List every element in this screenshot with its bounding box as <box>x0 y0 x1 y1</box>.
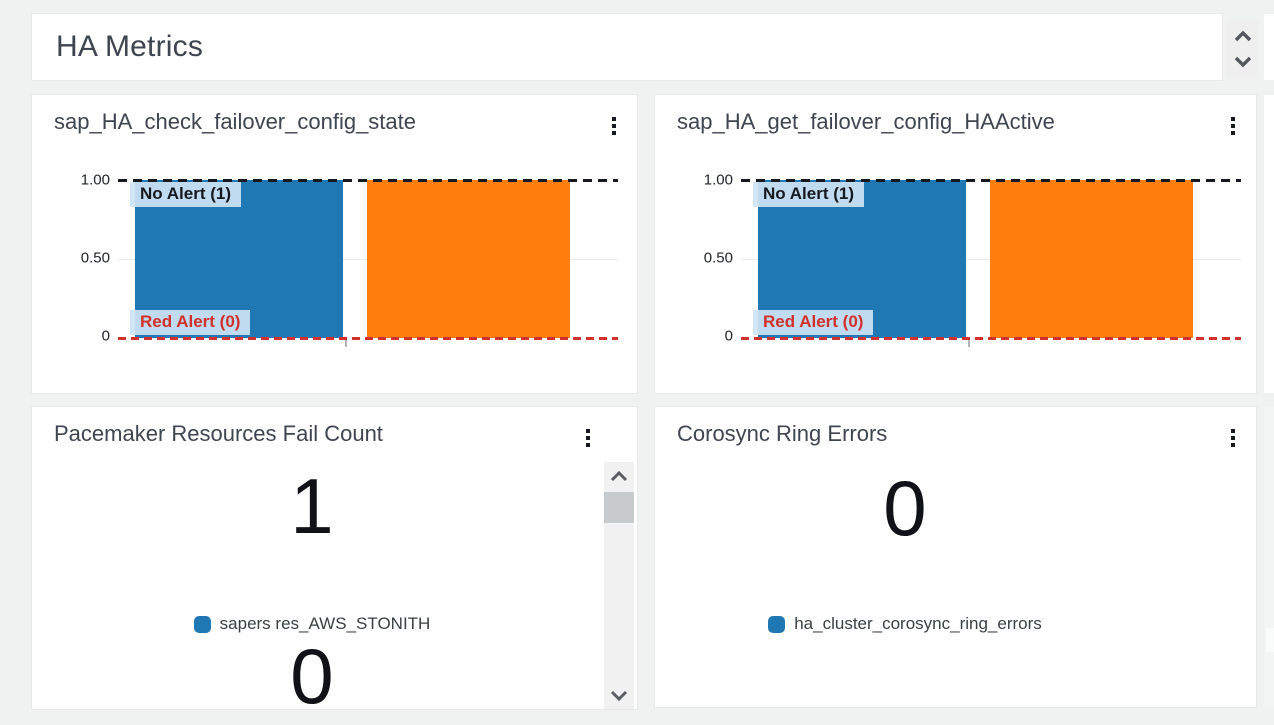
threshold-line-no-alert <box>741 179 1241 182</box>
widget-sap-ha-get-failover-config-haactive: sap_HA_get_failover_config_HAActive 1.00… <box>655 95 1256 393</box>
dashboard-header: HA Metrics <box>32 14 1222 80</box>
y-axis-tick: 0 <box>724 327 733 345</box>
scrollbar-thumb[interactable] <box>604 492 634 523</box>
legend-label: sapers res_AWS_STONITH <box>219 614 431 633</box>
widget-title: sap_HA_get_failover_config_HAActive <box>677 109 1055 134</box>
widget-header: sap_HA_get_failover_config_HAActive <box>677 109 1238 139</box>
threshold-line-red-alert <box>118 337 618 340</box>
x-axis-tick <box>968 340 970 347</box>
threshold-line-red-alert <box>741 337 1241 340</box>
kebab-menu-icon[interactable] <box>583 425 593 451</box>
legend-label: ha_cluster_corosync_ring_errors <box>794 614 1042 633</box>
annotation-red-alert: Red Alert (0) <box>130 310 251 335</box>
kebab-menu-icon[interactable] <box>1228 113 1238 139</box>
bar-series-orange <box>367 180 570 338</box>
legend-marker-icon <box>768 615 786 633</box>
metric-value-primary: 0 <box>655 469 1155 547</box>
metric-legend: ha_cluster_corosync_ring_errors <box>655 614 1155 634</box>
widget-sap-ha-check-failover-config-state: sap_HA_check_failover_config_state 1.00 … <box>32 95 637 393</box>
annotation-no-alert: No Alert (1) <box>753 182 864 207</box>
widget-corosync-ring-errors: Corosync Ring Errors 0 ha_cluster_corosy… <box>655 407 1256 707</box>
chevron-up-icon[interactable] <box>1231 29 1255 45</box>
annotation-red-alert: Red Alert (0) <box>753 310 874 335</box>
kebab-menu-icon[interactable] <box>609 113 619 139</box>
partial-widget-edge <box>1264 407 1274 707</box>
page-scroll-stepper <box>1226 20 1259 78</box>
y-axis-tick: 0 <box>101 327 110 345</box>
widget-header: sap_HA_check_failover_config_state <box>54 109 619 139</box>
metric-value: 0 <box>290 632 334 709</box>
metric-value: 1 <box>290 462 334 550</box>
y-axis-tick: 1.00 <box>80 171 110 189</box>
metric-legend: sapers res_AWS_STONITH <box>32 614 592 634</box>
threshold-line-no-alert <box>118 179 618 182</box>
metric-value-secondary: 0 <box>32 637 592 709</box>
widget-header: Corosync Ring Errors <box>677 421 1238 451</box>
chart-plot-area: No Alert (1) Red Alert (0) <box>741 179 1241 347</box>
legend-marker-icon <box>193 615 211 633</box>
annotation-no-alert: No Alert (1) <box>130 182 241 207</box>
widget-pacemaker-resources-fail-count: Pacemaker Resources Fail Count 1 sapers … <box>32 407 637 709</box>
x-axis-tick <box>345 340 347 347</box>
kebab-menu-icon[interactable] <box>1228 425 1238 451</box>
widget-title: sap_HA_check_failover_config_state <box>54 109 417 134</box>
metric-value-primary: 1 <box>32 467 592 545</box>
metric-value: 0 <box>883 464 927 552</box>
widget-header: Pacemaker Resources Fail Count <box>54 421 593 451</box>
partial-widget-edge <box>1264 14 1274 80</box>
partial-widget-edge <box>1266 628 1274 652</box>
chart-plot-area: No Alert (1) Red Alert (0) <box>118 179 618 347</box>
widget-scrollbar[interactable] <box>604 462 634 709</box>
chevron-down-icon[interactable] <box>604 683 634 707</box>
chevron-down-icon[interactable] <box>1231 54 1255 70</box>
y-axis-tick: 0.50 <box>703 249 733 267</box>
partial-widget-edge <box>1264 95 1274 393</box>
y-axis-tick: 0.50 <box>80 249 110 267</box>
chevron-up-icon[interactable] <box>604 464 634 488</box>
widget-title: Pacemaker Resources Fail Count <box>54 421 383 446</box>
page-title: HA Metrics <box>56 30 204 63</box>
y-axis-tick: 1.00 <box>703 171 733 189</box>
widget-title: Corosync Ring Errors <box>677 421 888 446</box>
bar-series-orange <box>990 180 1193 338</box>
